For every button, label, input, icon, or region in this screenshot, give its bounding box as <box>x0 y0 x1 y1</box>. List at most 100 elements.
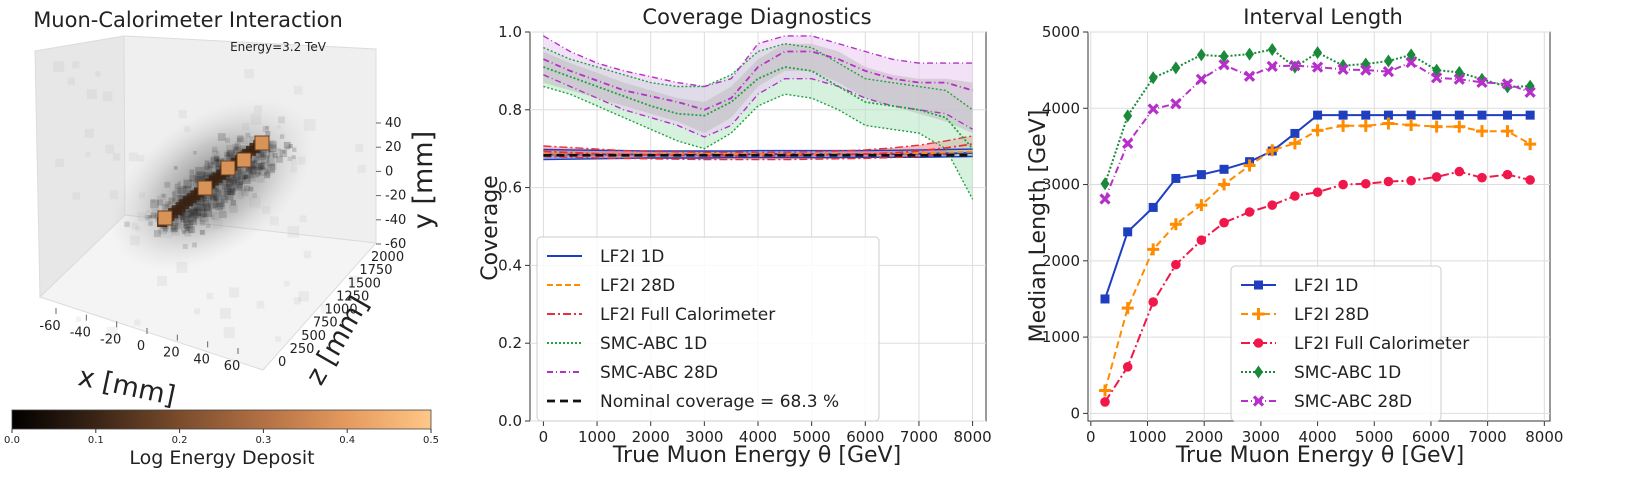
deposit-cell <box>266 157 275 166</box>
deposit-cell <box>195 166 204 176</box>
deposit-cell-faint <box>95 71 101 77</box>
deposit-cell-faint <box>284 280 290 287</box>
deposit-cell <box>168 197 176 205</box>
deposit-cell <box>200 176 208 184</box>
deposit-cell <box>215 202 223 211</box>
deposit-cell <box>204 160 210 165</box>
deposit-cell <box>219 181 223 185</box>
deposit-cell <box>256 174 265 183</box>
deposit-cell <box>230 188 235 193</box>
legend-label: SMC-ABC 1D <box>600 334 707 354</box>
deposit-cell <box>267 149 272 153</box>
deposit-cell <box>225 174 231 181</box>
legend-box <box>536 236 880 422</box>
deposit-cell <box>220 178 227 184</box>
deposit-cell-faint <box>135 226 141 232</box>
deposit-cell-faint <box>173 184 185 196</box>
x-tick-label: 3000 <box>685 428 723 446</box>
legend-label: LF2I 1D <box>1294 276 1358 296</box>
y-axis-label: y [mm] <box>408 131 439 229</box>
deposit-cell <box>233 146 241 154</box>
legend-label: LF2I Full Calorimeter <box>1294 334 1469 354</box>
high-deposit-cell <box>197 180 213 196</box>
band-bound-2-1 <box>543 135 973 153</box>
y-tick-label: 1.0 <box>498 23 522 41</box>
deposit-cell <box>278 116 285 124</box>
x-tick-label: 8000 <box>1525 428 1563 446</box>
deposit-cell <box>213 189 217 193</box>
data-point-diamond <box>1171 61 1181 75</box>
deposit-cell <box>148 215 152 219</box>
y-tick-label: 5000 <box>1042 23 1080 41</box>
deposit-cell <box>174 183 181 190</box>
deposit-cell <box>165 202 173 209</box>
coverage-ticks: 0 1000 2000 3000 4000 5000 6000 7000 8000 0.0 0.2 0… <box>498 23 992 446</box>
deposit-cell <box>174 222 182 230</box>
deposit-cell <box>227 187 236 196</box>
deposit-cell <box>196 210 206 219</box>
deposit-cell-faint <box>112 153 121 161</box>
deposit-cell <box>225 137 231 143</box>
deposit-cell <box>203 165 213 175</box>
data-point-square <box>1361 110 1371 120</box>
deposit-cell <box>238 165 247 174</box>
deposit-cell <box>260 162 267 170</box>
deposit-cell <box>226 186 236 195</box>
colorbar-tick-label: 0.4 <box>339 435 355 446</box>
deposit-cell <box>243 185 250 192</box>
energy-deposit-cloud <box>53 61 366 342</box>
deposit-cell <box>249 136 257 144</box>
deposit-cell <box>210 194 216 201</box>
deposit-cell <box>259 149 267 157</box>
deposit-cell <box>260 165 265 169</box>
deposit-cell <box>219 181 225 187</box>
deposit-cell-faint <box>134 319 141 326</box>
y-tick-label: 0.2 <box>498 334 522 352</box>
deposit-cell <box>246 166 252 173</box>
colorbar-tick-label: 0.0 <box>4 435 20 446</box>
deposit-cell-faint <box>355 144 364 152</box>
deposit-cell <box>198 196 205 203</box>
deposit-cell <box>188 216 198 226</box>
y-tick-label: 0 <box>385 164 393 179</box>
y-tick-label: 0.8 <box>498 101 522 119</box>
deposit-cell <box>190 207 198 215</box>
deposit-cell <box>171 222 175 227</box>
deposit-cell-faint <box>72 61 80 69</box>
data-point-circle <box>1338 179 1348 190</box>
deposit-cell <box>255 155 261 161</box>
deposit-cell <box>241 175 251 184</box>
band-bound-2-0 <box>543 151 973 161</box>
deposit-cell <box>257 165 263 171</box>
data-point-circle <box>1406 175 1416 186</box>
x-tick-label: -20 <box>100 332 121 347</box>
legend-label: LF2I 1D <box>600 247 664 267</box>
x-tick-label: 6000 <box>846 428 884 446</box>
data-point-x <box>1311 61 1324 73</box>
deposit-cell <box>197 172 207 182</box>
deposit-cell <box>234 142 241 149</box>
deposit-cell-faint <box>137 154 145 162</box>
deposit-cell <box>199 213 209 223</box>
colorbar-ticks: 0.0 0.1 0.2 0.3 0.4 0.5 <box>4 429 439 446</box>
z-tick-label: 1250 <box>336 289 369 304</box>
deposit-cell <box>208 163 214 168</box>
deposit-cell <box>234 178 240 184</box>
data-point-plus <box>1430 120 1443 133</box>
deposit-cell <box>187 209 196 218</box>
deposit-cell <box>175 222 181 229</box>
deposit-cell <box>164 181 171 188</box>
deposit-cell <box>277 125 281 129</box>
data-point-x <box>1476 76 1488 88</box>
deposit-cell-faint <box>176 262 188 273</box>
deposit-cell <box>201 194 209 202</box>
deposit-cell <box>213 189 222 199</box>
deposit-cell <box>249 166 258 176</box>
deposit-cell <box>213 155 220 162</box>
deposit-cell <box>226 149 235 158</box>
deposit-cell <box>152 215 157 220</box>
deposit-cell <box>179 217 187 225</box>
data-point-circle <box>1171 259 1181 270</box>
panel2-title: Coverage Diagnostics <box>642 5 871 29</box>
